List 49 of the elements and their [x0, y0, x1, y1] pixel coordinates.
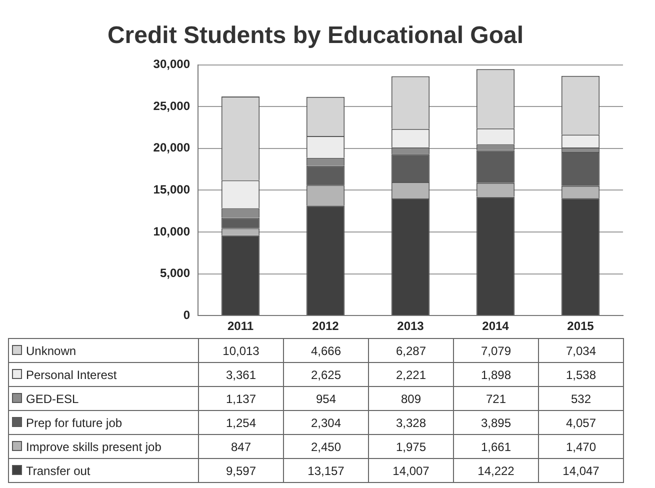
x-tick-label: 2015 — [567, 319, 594, 334]
y-tick-label: 0 — [183, 308, 190, 322]
legend-label: Improve skills present job — [26, 440, 162, 454]
y-tick-label: 15,000 — [153, 182, 190, 197]
data-label: 3,328 — [368, 410, 454, 434]
data-label: 2,450 — [284, 434, 368, 458]
data-label: 1,898 — [454, 362, 538, 386]
y-tick-label: 25,000 — [153, 98, 190, 113]
y-tick-label: 5,000 — [160, 266, 190, 280]
data-label: 954 — [284, 386, 368, 410]
data-label: 1,470 — [538, 434, 624, 458]
data-label: 1,661 — [454, 434, 538, 458]
data-label: 14,007 — [368, 458, 454, 482]
legend-label: Prep for future job — [26, 416, 122, 430]
data-label: 7,079 — [454, 338, 538, 362]
legend-label: GED-ESL — [26, 392, 79, 406]
data-label: 2,625 — [284, 362, 368, 386]
y-tick-label: 30,000 — [153, 57, 190, 72]
x-tick-label: 2014 — [482, 319, 510, 334]
legend-label: Transfer out — [26, 464, 90, 478]
data-label: 6,287 — [368, 338, 454, 362]
x-tick-label: 2011 — [227, 319, 254, 334]
data-label: 13,157 — [284, 458, 368, 482]
legend-label: Personal Interest — [26, 368, 117, 382]
data-label: 2,221 — [368, 362, 454, 386]
y-tick-label: 20,000 — [153, 140, 190, 155]
data-label: 2,304 — [284, 410, 368, 434]
data-label: 10,013 — [198, 338, 284, 362]
data-label: 14,222 — [454, 458, 538, 482]
data-label: 14,047 — [538, 458, 624, 482]
data-label: 1,254 — [198, 410, 284, 434]
chart-title: Credit Students by Educational Goal — [107, 22, 524, 50]
data-label: 1,975 — [368, 434, 454, 458]
data-label: 809 — [368, 386, 454, 410]
x-tick-label: 2012 — [312, 319, 340, 334]
data-label: 3,895 — [454, 410, 538, 434]
data-label: 1,137 — [198, 386, 284, 410]
data-label: 3,361 — [198, 362, 284, 386]
data-label: 1,538 — [538, 362, 624, 386]
y-tick-label: 10,000 — [153, 224, 190, 238]
data-label: 4,666 — [284, 338, 368, 362]
data-label: 721 — [454, 386, 538, 410]
data-label: 7,034 — [538, 338, 624, 362]
data-label: 532 — [538, 386, 624, 410]
data-label: 4,057 — [538, 410, 624, 434]
data-label: 9,597 — [198, 458, 284, 482]
data-label: 847 — [198, 434, 284, 458]
legend-label: Unknown — [26, 344, 76, 358]
x-tick-label: 2013 — [397, 319, 424, 334]
